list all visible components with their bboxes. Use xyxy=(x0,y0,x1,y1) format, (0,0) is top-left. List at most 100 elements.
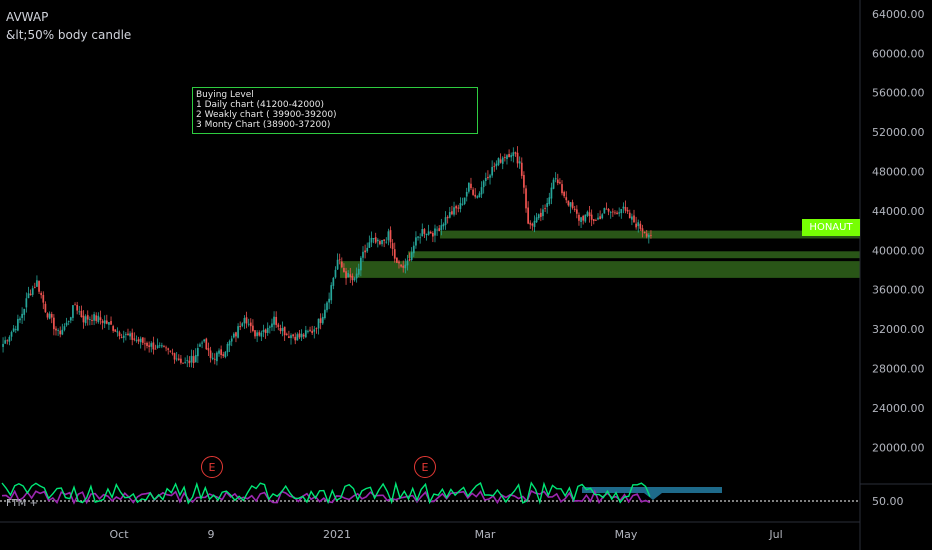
candle-body xyxy=(275,316,278,325)
candle-body xyxy=(80,310,83,318)
candle-body xyxy=(307,331,309,332)
price-tick-label: 60000.00 xyxy=(872,47,925,60)
candle-body xyxy=(556,179,559,184)
candle-body xyxy=(376,239,379,242)
candle-body xyxy=(383,239,386,241)
indicator-pane-title[interactable]: FTM + xyxy=(6,498,38,509)
price-tick-label: 32000.00 xyxy=(872,323,925,336)
candle-body xyxy=(448,212,451,218)
candle-body xyxy=(21,313,23,318)
candle-body xyxy=(650,235,652,236)
candle-body xyxy=(65,322,68,326)
candle-body xyxy=(463,197,466,204)
candle-body xyxy=(533,220,536,228)
earnings-badge[interactable]: E xyxy=(414,456,436,478)
candle-body xyxy=(584,214,587,222)
candle-body xyxy=(74,304,76,306)
candle-body xyxy=(592,219,595,221)
candle-body xyxy=(99,317,102,321)
candle-body xyxy=(345,271,347,279)
candle-body xyxy=(268,326,271,328)
candle-body xyxy=(480,187,483,195)
candle-body xyxy=(169,350,172,352)
candle-body xyxy=(184,361,187,363)
candle-body xyxy=(508,153,510,158)
candle-body xyxy=(63,326,66,330)
candle-body xyxy=(226,344,229,353)
candle-body xyxy=(294,336,297,341)
candle-body xyxy=(127,333,129,336)
candle-body xyxy=(478,193,481,198)
candle-body xyxy=(355,273,358,279)
candle-body xyxy=(165,347,167,349)
candle-body xyxy=(298,333,301,338)
candle-body xyxy=(171,352,174,354)
candle-body xyxy=(36,280,38,287)
candle-body xyxy=(421,229,424,237)
candle-body xyxy=(510,155,513,158)
candle-body xyxy=(631,216,633,220)
candle-body xyxy=(177,358,180,360)
indicator-legend-avwap[interactable]: AVWAP xyxy=(6,10,49,24)
candle-body xyxy=(495,163,498,167)
time-tick-label: Jul xyxy=(768,528,782,541)
time-tick-label: Oct xyxy=(109,528,129,541)
price-tick-label: 64000.00 xyxy=(872,8,925,21)
candle-body xyxy=(69,317,72,321)
candle-body xyxy=(487,176,489,179)
candle-body xyxy=(313,329,316,332)
indicator-level-label: 50.00 xyxy=(872,495,904,508)
candle-body xyxy=(40,293,43,296)
candle-body xyxy=(387,231,390,241)
candle-body xyxy=(114,329,117,332)
candle-body xyxy=(86,315,89,320)
candle-body xyxy=(470,183,472,189)
candle-body xyxy=(571,202,574,209)
candle-body xyxy=(237,326,239,338)
candle-body xyxy=(444,217,447,225)
candle-body xyxy=(643,231,646,234)
candle-body xyxy=(398,261,400,264)
candle-body xyxy=(491,166,494,176)
candle-body xyxy=(537,214,540,219)
candle-body xyxy=(137,339,140,342)
candle-body xyxy=(239,325,242,328)
candle-body xyxy=(599,216,601,220)
price-tick-label: 20000.00 xyxy=(872,441,925,454)
earnings-badge[interactable]: E xyxy=(201,456,223,478)
indicator-signal-bar xyxy=(582,487,722,493)
candle-body xyxy=(531,223,534,226)
candle-body xyxy=(343,268,345,272)
candle-body xyxy=(455,206,458,209)
candle-body xyxy=(611,211,614,213)
candle-body xyxy=(351,275,354,281)
note-line-3: 3 Monty Chart (38900-37200) xyxy=(196,120,331,130)
candle-body xyxy=(216,352,218,362)
buying-level-note[interactable]: Buying Level 1 Daily chart (41200-42000)… xyxy=(192,87,478,134)
candle-body xyxy=(404,264,407,269)
candle-body xyxy=(628,212,631,219)
candle-body xyxy=(474,194,477,197)
candle-body xyxy=(347,273,350,278)
time-tick-label: May xyxy=(615,528,638,541)
candle-body xyxy=(209,350,212,358)
candle-body xyxy=(309,329,311,331)
price-tick-label: 24000.00 xyxy=(872,402,925,415)
candle-body xyxy=(186,360,189,362)
candle-body xyxy=(637,222,640,227)
candle-body xyxy=(12,328,15,332)
candle-body xyxy=(194,354,197,363)
candle-body xyxy=(199,344,201,347)
price-tick-label: 28000.00 xyxy=(872,363,925,376)
candle-body xyxy=(67,321,70,322)
indicator-legend-body-candle[interactable]: &lt;50% body candle xyxy=(6,28,132,42)
candle-body xyxy=(442,224,445,227)
candle-body xyxy=(139,338,142,343)
candle-body xyxy=(160,345,163,347)
candle-body xyxy=(78,311,81,313)
candle-body xyxy=(362,251,364,258)
candle-body xyxy=(330,285,333,301)
candle-body xyxy=(148,345,151,347)
candle-body xyxy=(158,345,161,347)
